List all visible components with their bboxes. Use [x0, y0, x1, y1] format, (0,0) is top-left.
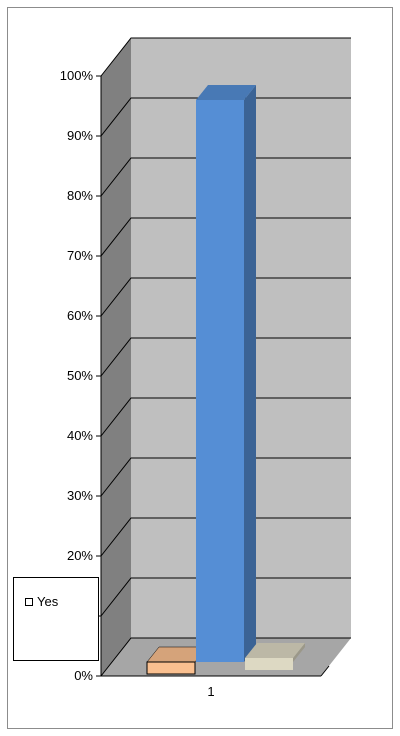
gridline — [100, 217, 351, 257]
y-tick-label: 70% — [67, 248, 93, 263]
gridline — [100, 457, 351, 497]
y-tick-label: 80% — [67, 188, 93, 203]
gridline — [100, 517, 351, 557]
y-tick-label: 50% — [67, 368, 93, 383]
y-tick-label: 90% — [67, 128, 93, 143]
x-axis-end — [320, 665, 330, 677]
legend-label-yes: Yes — [37, 594, 59, 609]
y-tick-label: 40% — [67, 428, 93, 443]
x-tick-label: 1 — [207, 684, 214, 699]
bar — [245, 658, 293, 670]
gridline — [100, 577, 351, 617]
bar-side — [293, 643, 305, 662]
gridline — [100, 157, 351, 197]
y-tick-label: 60% — [67, 308, 93, 323]
gridline — [100, 37, 351, 77]
bar — [196, 100, 244, 662]
gridline — [100, 97, 351, 137]
bar-side — [244, 85, 256, 662]
y-tick-label: 30% — [67, 488, 93, 503]
bar — [146, 661, 196, 675]
gridline — [100, 397, 351, 437]
gridline — [100, 637, 351, 677]
bar-top — [245, 643, 305, 658]
legend — [13, 577, 99, 661]
gridline — [100, 337, 351, 377]
y-tick-label: 0% — [74, 668, 93, 683]
y-tick-label: 100% — [60, 68, 94, 83]
y-tick-label: 20% — [67, 548, 93, 563]
bar-top — [196, 85, 256, 100]
legend-swatch-yes — [25, 598, 33, 606]
gridline — [100, 277, 351, 317]
